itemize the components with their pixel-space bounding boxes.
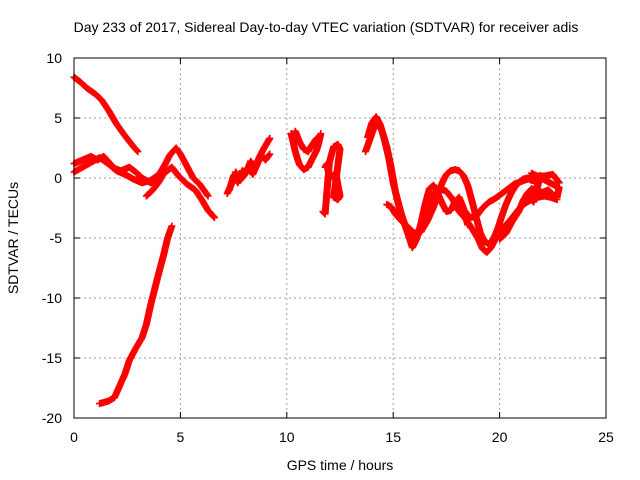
y-tick-label: -10	[42, 290, 62, 306]
x-axis-label: GPS time / hours	[287, 457, 394, 473]
series-track-13	[364, 113, 431, 243]
series-track-1	[70, 73, 142, 156]
series-track-5	[142, 166, 170, 200]
series-track-17	[496, 169, 563, 243]
data-point	[325, 175, 333, 183]
data-point	[134, 148, 142, 156]
data-point	[266, 134, 274, 142]
x-tick-label: 5	[177, 429, 185, 445]
x-tick-label: 10	[279, 429, 295, 445]
y-tick-label: -15	[42, 350, 62, 366]
data-point	[210, 214, 218, 222]
data-point	[313, 134, 321, 142]
y-tick-label: -20	[42, 410, 62, 426]
chart-title: Day 233 of 2017, Sidereal Day-to-day VTE…	[74, 19, 579, 35]
data-point	[266, 150, 274, 158]
y-tick-label: 10	[46, 50, 62, 66]
axis-ticks: 0 5 10 15 20 25 10 5 0 -5 -10 -15 -20	[42, 50, 614, 445]
x-tick-label: 0	[70, 429, 78, 445]
y-tick-label: 5	[54, 110, 62, 126]
series-track-3	[70, 144, 212, 200]
data-points	[70, 73, 563, 408]
data-point	[204, 192, 212, 200]
series-track-7	[225, 134, 274, 194]
data-point	[555, 179, 563, 187]
series-track-9	[291, 127, 321, 156]
series-track-8	[287, 130, 325, 174]
y-tick-label: 0	[54, 170, 62, 186]
x-tick-label: 20	[492, 429, 508, 445]
y-axis-label: SDTVAR / TECUs	[5, 182, 21, 294]
x-tick-label: 25	[598, 429, 614, 445]
data-point	[162, 166, 170, 174]
data-point	[168, 222, 176, 230]
y-tick-label: -5	[50, 230, 63, 246]
x-tick-label: 15	[385, 429, 401, 445]
series-track-4	[96, 222, 176, 408]
data-point	[133, 147, 141, 155]
grid	[74, 58, 606, 418]
data-point	[317, 130, 325, 138]
series-track-11	[321, 160, 333, 183]
